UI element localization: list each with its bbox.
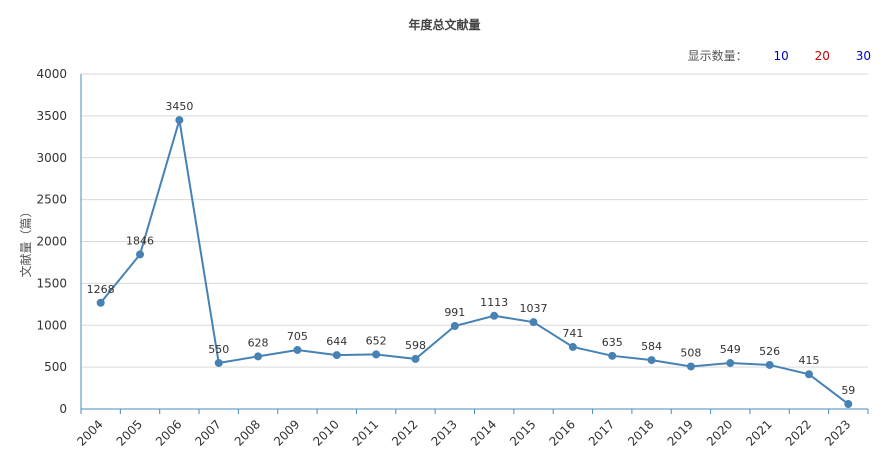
chart-title: 年度总文献量 [408, 18, 481, 32]
data-point [490, 311, 499, 320]
y-tick-label: 500 [44, 360, 67, 374]
data-label: 705 [287, 330, 308, 343]
data-point [844, 400, 853, 409]
x-tick-label: 2010 [310, 417, 341, 448]
axes [80, 74, 869, 414]
data-point [254, 352, 263, 361]
y-axis-label: 文献量（篇） [18, 205, 33, 277]
data-label: 549 [720, 343, 741, 356]
data-point [726, 359, 735, 368]
data-labels: 1268 1846 3450 550 628 705 644 652 598 991 1113 103… [87, 100, 856, 397]
x-tick-label: 2021 [743, 417, 774, 448]
data-point [136, 250, 145, 259]
data-label: 741 [562, 327, 583, 340]
grid-lines [81, 73, 868, 368]
x-tick-label: 2004 [74, 417, 105, 448]
y-tick-label: 2500 [36, 193, 67, 207]
x-tick-label: 2014 [468, 417, 499, 448]
data-point [450, 322, 459, 331]
data-label: 59 [841, 384, 855, 397]
data-label: 3450 [165, 100, 193, 113]
display-count-10[interactable]: 10 [773, 49, 789, 63]
data-label: 598 [405, 339, 426, 352]
display-count-30[interactable]: 30 [855, 49, 871, 63]
data-point [175, 116, 184, 125]
x-tick-label: 2019 [665, 417, 696, 448]
data-point [765, 360, 774, 369]
data-label: 1268 [87, 283, 115, 296]
y-tick-label: 2000 [36, 235, 67, 249]
data-point [686, 362, 695, 371]
x-tick-label: 2017 [586, 417, 617, 448]
y-tick-label: 1500 [36, 276, 67, 290]
x-tick-label: 2013 [428, 417, 459, 448]
x-tick-label: 2022 [783, 417, 814, 448]
data-point [96, 298, 105, 307]
data-point [804, 370, 813, 379]
y-tick-labels: 0 500 1000 1500 2000 2500 3000 3500 4000 [36, 67, 67, 416]
data-point [568, 342, 577, 351]
x-tick-label: 2008 [232, 417, 263, 448]
data-label: 550 [208, 343, 229, 356]
data-label: 1846 [126, 234, 154, 247]
series-line [99, 119, 849, 405]
data-label: 635 [602, 336, 623, 349]
data-point [647, 356, 656, 365]
x-tick-label: 2018 [625, 417, 656, 448]
x-tick-label: 2015 [507, 417, 538, 448]
display-count-label: 显示数量： [687, 49, 748, 63]
data-label: 415 [798, 354, 819, 367]
data-points [96, 116, 853, 409]
x-tick-label: 2007 [192, 417, 223, 448]
display-count-20[interactable]: 20 [814, 49, 830, 63]
data-label: 991 [444, 306, 465, 319]
data-label: 584 [641, 340, 662, 353]
data-point [608, 351, 617, 360]
data-label: 508 [680, 346, 701, 359]
y-tick-label: 0 [59, 402, 67, 416]
x-tick-label: 2016 [546, 417, 577, 448]
data-point [372, 350, 381, 359]
y-tick-label: 1000 [36, 318, 67, 332]
data-point [332, 351, 341, 360]
data-point [411, 354, 420, 363]
x-tick-labels: 2004 2005 2006 2007 2008 2009 2010 2011 2012 2013… [74, 417, 853, 448]
data-label: 652 [366, 334, 387, 347]
data-point [529, 318, 538, 327]
x-tick-label: 2006 [153, 417, 184, 448]
x-tick-label: 2009 [271, 417, 302, 448]
y-tick-label: 3000 [36, 151, 67, 165]
data-point [293, 345, 302, 354]
x-tick-label: 2012 [389, 417, 420, 448]
y-tick-label: 3500 [36, 109, 67, 123]
x-tick-label: 2005 [114, 417, 145, 448]
data-label: 526 [759, 345, 780, 358]
data-label: 644 [326, 335, 347, 348]
x-tick-label: 2020 [704, 417, 735, 448]
y-tick-label: 4000 [36, 67, 67, 81]
data-label: 628 [248, 336, 269, 349]
x-tick-label: 2011 [350, 417, 381, 448]
data-label: 1037 [520, 302, 548, 315]
data-point [214, 358, 223, 367]
data-label: 1113 [480, 296, 508, 309]
display-count-selector: 显示数量： 10 20 30 [688, 47, 871, 64]
x-tick-label: 2023 [822, 417, 853, 448]
